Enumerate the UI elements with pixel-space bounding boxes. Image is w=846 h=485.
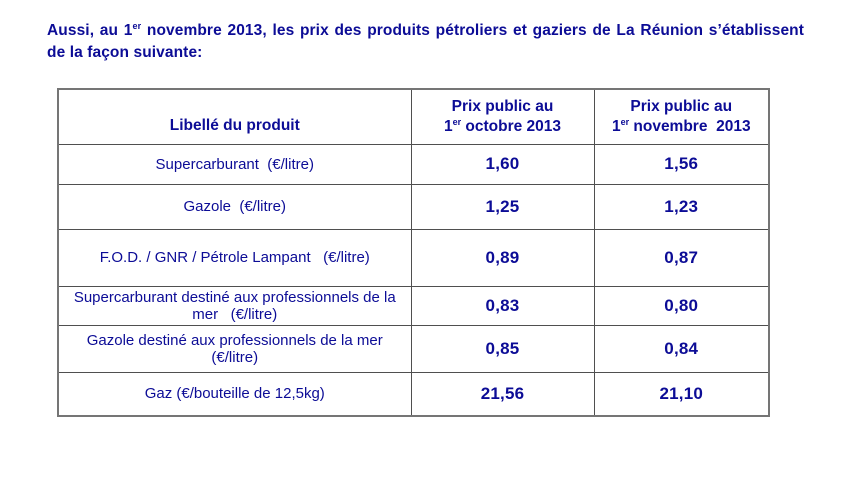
header-november-line2: 1er novembre 2013 bbox=[599, 117, 765, 137]
header-november-line1: Prix public au bbox=[630, 97, 733, 115]
price-october: 0,89 bbox=[410, 228, 595, 287]
intro-text-part1: Aussi, au 1 bbox=[47, 22, 133, 39]
price-november: 0,87 bbox=[593, 228, 770, 287]
price-october: 1,25 bbox=[410, 183, 595, 230]
intro-text-part2: novembre 2013, les prix des produits pét… bbox=[47, 22, 804, 61]
header-november: Prix public au 1er novembre 2013 bbox=[593, 88, 770, 145]
intro-paragraph: Aussi, au 1er novembre 2013, les prix de… bbox=[47, 20, 804, 64]
row-label: Gazole (€/litre) bbox=[57, 183, 412, 230]
header-november-rest: novembre 2013 bbox=[629, 117, 751, 135]
row-label: F.O.D. / GNR / Pétrole Lampant (€/litre) bbox=[57, 228, 412, 287]
table-header-row: Libellé du produit Prix public au 1er oc… bbox=[57, 88, 770, 145]
price-november: 0,80 bbox=[593, 285, 770, 326]
header-product-label: Libellé du produit bbox=[57, 88, 412, 145]
price-november: 1,23 bbox=[593, 183, 770, 230]
header-october: Prix public au 1er octobre 2013 bbox=[410, 88, 595, 145]
price-november: 0,84 bbox=[593, 324, 770, 373]
table-row-gazole-mer: Gazole destiné aux professionnels de la … bbox=[57, 324, 770, 373]
header-october-line2: 1er octobre 2013 bbox=[416, 117, 590, 137]
fuel-price-table: Libellé du produit Prix public au 1er oc… bbox=[57, 88, 770, 417]
table-row-supercarburant: Supercarburant (€/litre) 1,60 1,56 bbox=[57, 143, 770, 185]
price-october: 1,60 bbox=[410, 143, 595, 185]
price-october: 21,56 bbox=[410, 371, 595, 417]
table-row-fod-gnr-petrole: F.O.D. / GNR / Pétrole Lampant (€/litre)… bbox=[57, 228, 770, 287]
row-label: Supercarburant (€/litre) bbox=[57, 143, 412, 185]
row-label: Gazole destiné aux professionnels de la … bbox=[57, 324, 412, 373]
row-label: Gaz (€/bouteille de 12,5kg) bbox=[57, 371, 412, 417]
header-november-day: 1 bbox=[611, 117, 621, 135]
price-november: 21,10 bbox=[593, 371, 770, 417]
table-row-gazole: Gazole (€/litre) 1,25 1,23 bbox=[57, 183, 770, 230]
header-october-day: 1 bbox=[443, 117, 453, 135]
header-october-rest: octobre 2013 bbox=[461, 117, 562, 135]
header-october-sup: er bbox=[452, 116, 462, 127]
table-row-gaz: Gaz (€/bouteille de 12,5kg) 21,56 21,10 bbox=[57, 371, 770, 417]
table-row-supercarburant-mer: Supercarburant destiné aux professionnel… bbox=[57, 285, 770, 326]
price-november: 1,56 bbox=[593, 143, 770, 185]
price-october: 0,83 bbox=[410, 285, 595, 326]
intro-superscript-er: er bbox=[132, 20, 142, 31]
price-october: 0,85 bbox=[410, 324, 595, 373]
header-november-sup: er bbox=[620, 116, 630, 127]
row-label: Supercarburant destiné aux professionnel… bbox=[57, 285, 412, 326]
header-october-line1: Prix public au bbox=[451, 97, 554, 115]
